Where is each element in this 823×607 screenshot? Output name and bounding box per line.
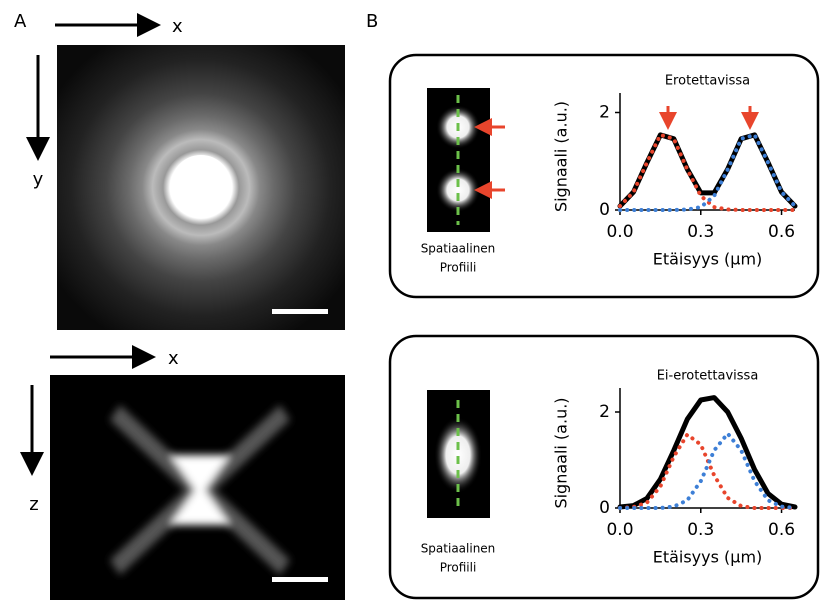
scale-bar: [272, 577, 328, 582]
spot: [436, 168, 480, 212]
series-line: [620, 135, 795, 206]
x-tick-label: 0.0: [606, 222, 633, 242]
x-tick-label: 0.0: [606, 520, 633, 540]
x-tick-label: 0.3: [687, 222, 714, 242]
caption: Spatiaalinen: [421, 542, 496, 556]
x-tick-label: 0.6: [768, 222, 795, 242]
series-line: [620, 135, 795, 210]
y-axis-label: Signaali (a.u.): [552, 397, 571, 508]
y-tick-label: 0: [599, 200, 610, 220]
caption: Profiili: [440, 261, 477, 275]
image-axis-label: z: [29, 494, 38, 515]
y-tick-label: 2: [599, 103, 610, 123]
x-tick-label: 0.3: [687, 520, 714, 540]
figure: A x y x z B Spatiaalinen Profiili Spatia…: [0, 0, 823, 603]
series-line: [620, 135, 795, 210]
x-tick-label: 0.6: [768, 520, 795, 540]
y-tick-label: 2: [599, 402, 610, 422]
y-tick-label: 0: [599, 498, 610, 518]
image-axis-label: y: [33, 169, 44, 190]
caption: Profiili: [440, 561, 477, 575]
scale-bar: [272, 309, 328, 314]
y-axis-label: Signaali (a.u.): [552, 101, 571, 212]
caption: Spatiaalinen: [421, 242, 496, 256]
x-axis-label: Etäisyys (µm): [653, 250, 763, 269]
series-line: [620, 398, 795, 507]
x-axis-label: Etäisyys (µm): [653, 548, 763, 567]
chart-title: Ei-erotettavissa: [657, 369, 759, 384]
panel-label: A: [14, 11, 27, 32]
image-axis-label: x: [172, 16, 183, 37]
panel-label: B: [366, 11, 378, 32]
psf-core: [171, 155, 231, 215]
chart-title: Erotettavissa: [665, 74, 750, 89]
image-axis-label: x: [168, 348, 179, 369]
